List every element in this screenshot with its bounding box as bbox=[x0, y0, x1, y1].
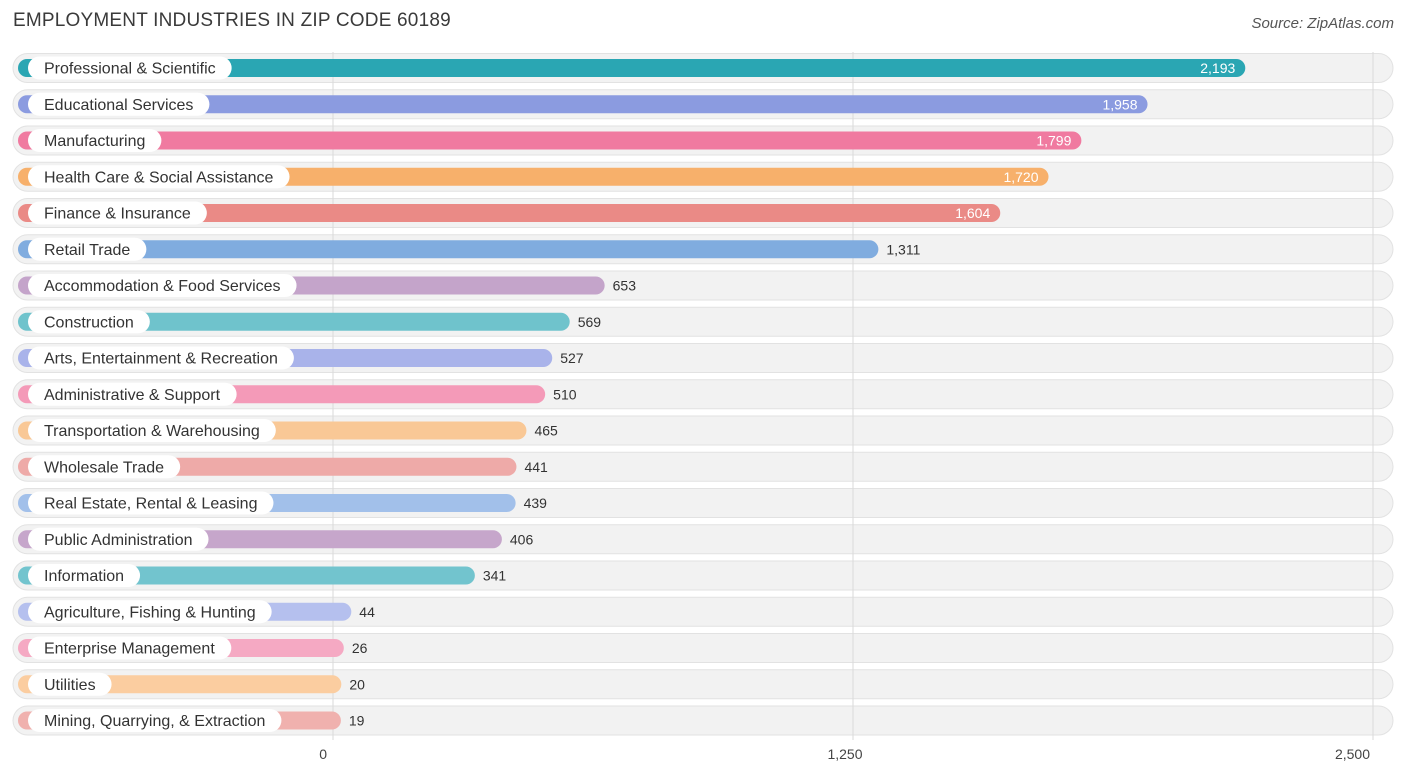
value-label: 569 bbox=[578, 314, 602, 330]
category-label: Health Care & Social Assistance bbox=[44, 169, 274, 186]
category-label: Real Estate, Rental & Leasing bbox=[44, 496, 257, 513]
value-label: 2,193 bbox=[1200, 60, 1235, 76]
value-label: 1,720 bbox=[1003, 169, 1038, 185]
bar-row: Arts, Entertainment & Recreation 527 bbox=[18, 346, 584, 370]
category-label: Professional & Scientific bbox=[44, 61, 216, 78]
value-label: 44 bbox=[359, 604, 375, 620]
x-tick-label: 0 bbox=[319, 746, 327, 762]
bar bbox=[18, 95, 1148, 114]
bar-row: Manufacturing 1,799 bbox=[18, 129, 1082, 152]
row-background bbox=[12, 596, 1394, 627]
row-background bbox=[12, 705, 1394, 736]
bar-row: Finance & Insurance 1,604 bbox=[18, 201, 1001, 225]
category-label: Educational Services bbox=[44, 97, 193, 114]
category-label-pill bbox=[28, 636, 232, 660]
category-label: Construction bbox=[44, 314, 134, 331]
category-label: Wholesale Trade bbox=[44, 459, 164, 476]
category-label: Transportation & Warehousing bbox=[44, 423, 260, 440]
value-label: 465 bbox=[534, 423, 558, 439]
value-label: 510 bbox=[553, 386, 577, 402]
value-label: 439 bbox=[524, 495, 548, 511]
bar-row: Real Estate, Rental & Leasing 439 bbox=[18, 491, 548, 515]
category-label-pill bbox=[28, 274, 297, 297]
bar-row: Information 341 bbox=[18, 564, 506, 587]
bar bbox=[18, 204, 1001, 222]
x-tick-label: 2,500 bbox=[1335, 746, 1370, 762]
bar-row: Construction 569 bbox=[18, 310, 602, 334]
bar-row: Accommodation & Food Services 653 bbox=[18, 274, 636, 297]
value-label: 1,799 bbox=[1036, 133, 1071, 149]
value-label: 653 bbox=[613, 278, 637, 294]
bar-row: Enterprise Management 26 bbox=[18, 636, 368, 660]
category-label-pill bbox=[28, 346, 294, 370]
category-label: Finance & Insurance bbox=[44, 206, 191, 223]
category-label: Information bbox=[44, 568, 124, 585]
category-label-pill bbox=[28, 310, 150, 334]
bar-row: Professional & Scientific 2,193 bbox=[18, 56, 1246, 80]
bar-row: Administrative & Support 510 bbox=[18, 382, 577, 406]
bar-row: Public Administration 406 bbox=[18, 527, 534, 551]
x-tick-label: 1,250 bbox=[827, 746, 862, 762]
category-label-pill bbox=[28, 564, 141, 587]
value-label: 1,958 bbox=[1102, 96, 1137, 112]
bar-row: Educational Services 1,958 bbox=[18, 92, 1148, 116]
category-label: Mining, Quarrying, & Extraction bbox=[44, 713, 265, 730]
row-background bbox=[12, 669, 1394, 700]
chart-title: EMPLOYMENT INDUSTRIES IN ZIP CODE 60189 bbox=[13, 10, 451, 31]
category-label-pill bbox=[28, 709, 282, 732]
row-background bbox=[12, 633, 1394, 663]
bar-row: Health Care & Social Assistance 1,720 bbox=[18, 165, 1049, 189]
category-label: Public Administration bbox=[44, 532, 193, 549]
category-label: Arts, Entertainment & Recreation bbox=[44, 351, 278, 368]
value-label: 441 bbox=[524, 459, 548, 475]
category-label-pill bbox=[28, 129, 162, 152]
category-label-pill bbox=[28, 672, 112, 696]
category-label: Retail Trade bbox=[44, 242, 130, 259]
category-label-pill bbox=[28, 237, 147, 261]
category-label: Utilities bbox=[44, 677, 96, 694]
value-label: 19 bbox=[349, 713, 365, 729]
bar-row: Retail Trade 1,311 bbox=[18, 237, 921, 261]
bar-row: Agriculture, Fishing & Hunting 44 bbox=[18, 600, 375, 624]
bar-row: Transportation & Warehousing 465 bbox=[18, 419, 558, 442]
category-label-pill bbox=[28, 56, 232, 80]
bar bbox=[18, 312, 570, 331]
value-label: 26 bbox=[352, 640, 368, 656]
value-label: 20 bbox=[349, 676, 365, 692]
bar-row: Wholesale Trade 441 bbox=[18, 455, 548, 479]
category-label: Enterprise Management bbox=[44, 641, 215, 658]
category-label-pill bbox=[28, 600, 272, 624]
category-label: Accommodation & Food Services bbox=[44, 278, 281, 295]
category-label-pill bbox=[28, 201, 207, 225]
value-label: 1,311 bbox=[886, 241, 920, 257]
value-label: 406 bbox=[510, 531, 534, 547]
source-credit: Source: ZipAtlas.com bbox=[1251, 15, 1394, 32]
category-label: Agriculture, Fishing & Hunting bbox=[44, 604, 256, 621]
bar bbox=[18, 240, 879, 259]
bar-row: Utilities 20 bbox=[18, 672, 365, 696]
bar bbox=[18, 131, 1082, 150]
x-axis-ticks: 0 1,250 2,500 bbox=[319, 746, 1370, 762]
category-label-pill bbox=[28, 491, 274, 515]
category-label-pill bbox=[28, 382, 237, 406]
category-label-pill bbox=[28, 165, 290, 189]
value-label: 341 bbox=[483, 568, 507, 584]
category-label-pill bbox=[28, 92, 210, 116]
category-label-pill bbox=[28, 419, 276, 442]
bar-row: Mining, Quarrying, & Extraction 19 bbox=[18, 709, 365, 732]
category-label: Manufacturing bbox=[44, 133, 145, 150]
category-label-pill bbox=[28, 455, 181, 479]
bar bbox=[18, 59, 1246, 77]
value-label: 1,604 bbox=[955, 205, 990, 221]
category-label: Administrative & Support bbox=[44, 387, 221, 404]
value-label: 527 bbox=[560, 350, 584, 366]
category-label-pill bbox=[28, 527, 209, 551]
